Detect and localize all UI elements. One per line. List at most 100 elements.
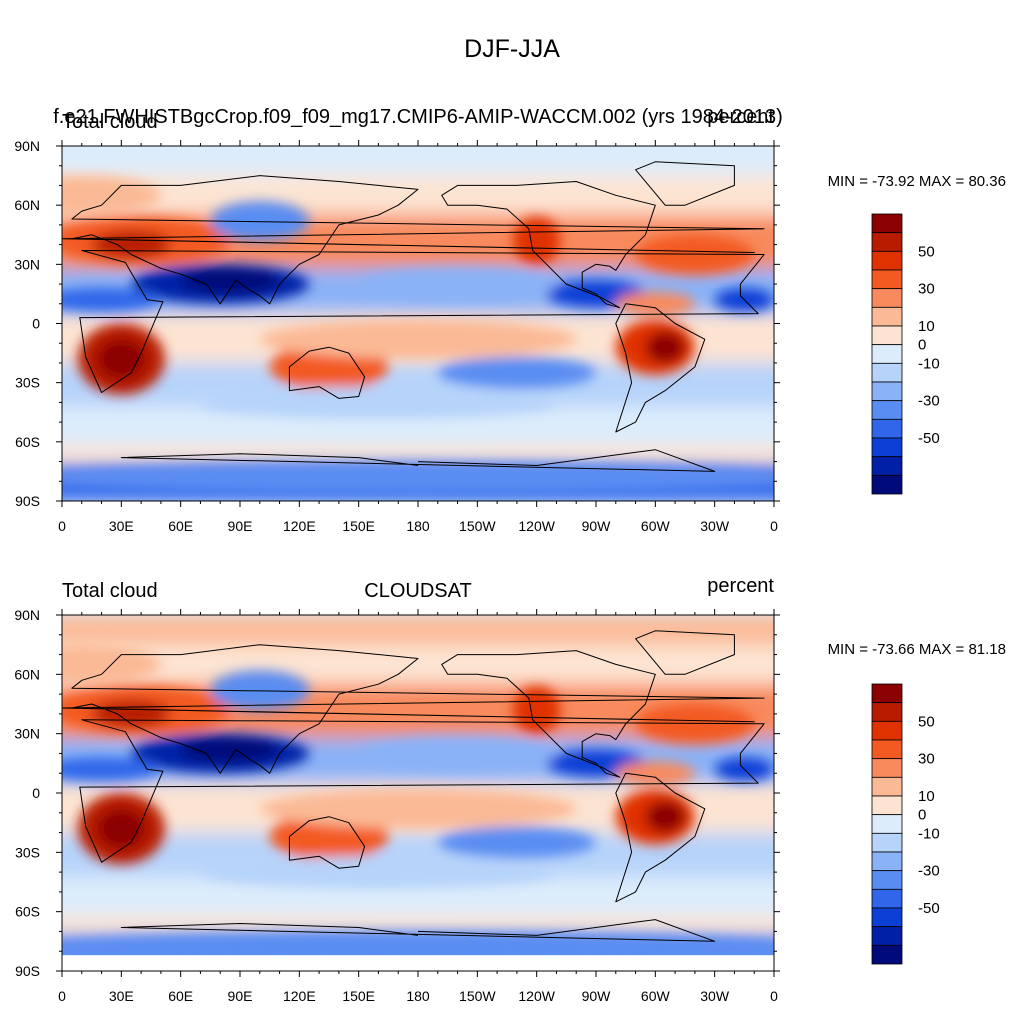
colorbar-swatch [871, 758, 903, 778]
panel-left-title: Total cloud [62, 580, 158, 602]
map-axes: 90N 60N 30N 0 30S 60S 90S 0 30E 60E 90E 120E 150E 180… [14, 138, 780, 534]
colorbar-label: 30 [918, 751, 935, 768]
field-feature [358, 268, 557, 300]
colorbar-swatch [871, 250, 903, 271]
field-feature [437, 826, 596, 859]
colorbar-label: -10 [918, 825, 940, 842]
lon-tick-label: 150W [459, 518, 496, 534]
field-band [62, 615, 774, 645]
coastline [120, 919, 716, 942]
coastline [79, 719, 765, 863]
colorbar-label: -50 [918, 900, 940, 917]
colorbar-swatch [871, 325, 903, 346]
lat-tick-label: 60S [15, 434, 40, 450]
min-max-readout: MIN = -73.92 MAX = 80.36 [828, 173, 1006, 190]
field-feature [180, 266, 280, 294]
lon-tick-label: 150E [342, 518, 375, 534]
lon-tick-label: 30W [700, 518, 730, 534]
field-feature [437, 357, 596, 389]
coastline [62, 644, 765, 774]
lon-tick-label: 120W [518, 518, 555, 534]
field-feature [259, 319, 577, 359]
lon-tick-label: 60W [641, 988, 671, 1004]
field-band [62, 146, 774, 176]
lat-tick-label: 30S [15, 844, 40, 860]
field-feature [180, 735, 280, 764]
lat-tick-label: 90N [14, 138, 40, 154]
colorbar-swatch [871, 870, 903, 890]
field-feature [358, 737, 557, 770]
colorbar: 50 30 10 0-10 -30 -50 [871, 683, 940, 965]
lon-tick-label: 90E [228, 988, 253, 1004]
colorbar-label: 0 [918, 807, 926, 824]
field-feature [645, 331, 685, 363]
lon-tick-label: 60E [168, 988, 193, 1004]
field-feature [210, 201, 310, 241]
lat-tick-label: 30N [14, 726, 40, 742]
field-feature [200, 386, 557, 419]
lon-tick-label: 150W [459, 988, 496, 1004]
map-axes: 90N 60N 30N 0 30S 60S 90S 0 30E 60E 90E 120E 150E 180… [14, 607, 780, 1004]
colorbar-swatch [871, 851, 903, 872]
panel-obs: Total cloud CLOUDSAT percent 90N 60N 30N 0 3… [14, 575, 1006, 1004]
colorbar-swatch [871, 720, 903, 741]
coastline [441, 650, 656, 778]
colorbar-swatch [871, 400, 903, 420]
field-feature [512, 217, 561, 265]
lat-tick-label: 90N [14, 607, 40, 623]
lat-tick-label: 0 [32, 785, 40, 801]
colorbar-label: 0 [918, 337, 926, 354]
lat-tick-label: 60N [14, 197, 40, 213]
coastlines [62, 630, 765, 942]
field-feature [62, 757, 161, 782]
lon-tick-label: 90E [228, 518, 253, 534]
field-feature [259, 789, 577, 829]
field-feature [512, 686, 561, 734]
contour-field [62, 146, 774, 501]
colorbar-label: -30 [918, 393, 940, 410]
colorbar-swatch [871, 832, 903, 853]
colorbar-swatch [871, 269, 903, 290]
lon-tick-label: 30E [109, 988, 134, 1004]
colorbar-swatch [871, 306, 903, 327]
lon-tick-label: 180 [406, 988, 430, 1004]
colorbar-swatch [871, 232, 903, 252]
lat-tick-label: 60N [14, 666, 40, 682]
colorbar-swatch [871, 888, 903, 909]
field-band [62, 644, 774, 685]
lon-tick-label: 120E [283, 518, 316, 534]
colorbar-swatch [871, 344, 903, 364]
panel-center-title: CLOUDSAT [364, 580, 471, 602]
colorbar-swatch [871, 702, 903, 722]
figure-title: DJF-JJA [464, 35, 560, 63]
lat-tick-label: 30S [15, 375, 40, 391]
colorbar-label: -50 [918, 430, 940, 447]
lon-tick-label: 120E [283, 988, 316, 1004]
panel-units: percent [707, 575, 774, 597]
no-data-region [62, 955, 774, 971]
field-feature [200, 856, 557, 888]
colorbar-swatch [871, 288, 903, 308]
lon-tick-label: 0 [58, 518, 66, 534]
lon-tick-label: 0 [58, 988, 66, 1004]
colorbar-swatch [871, 418, 903, 439]
colorbar-swatch [871, 795, 903, 816]
field-feature [210, 670, 310, 710]
lon-tick-label: 180 [406, 518, 430, 534]
coastline [441, 181, 656, 309]
lat-tick-label: 90S [15, 493, 40, 509]
coastline [288, 816, 366, 869]
lon-tick-label: 30E [109, 518, 134, 534]
colorbar-label: 10 [918, 788, 935, 805]
min-max-readout: MIN = -73.66 MAX = 81.18 [828, 641, 1006, 658]
lon-tick-label: 150E [342, 988, 375, 1004]
contour-field [62, 615, 774, 971]
coastline [62, 175, 765, 305]
lat-tick-label: 0 [32, 316, 40, 332]
coastline [615, 772, 706, 903]
field-feature [645, 800, 685, 833]
lon-tick-label: 60E [168, 518, 193, 534]
field-band [62, 175, 774, 216]
